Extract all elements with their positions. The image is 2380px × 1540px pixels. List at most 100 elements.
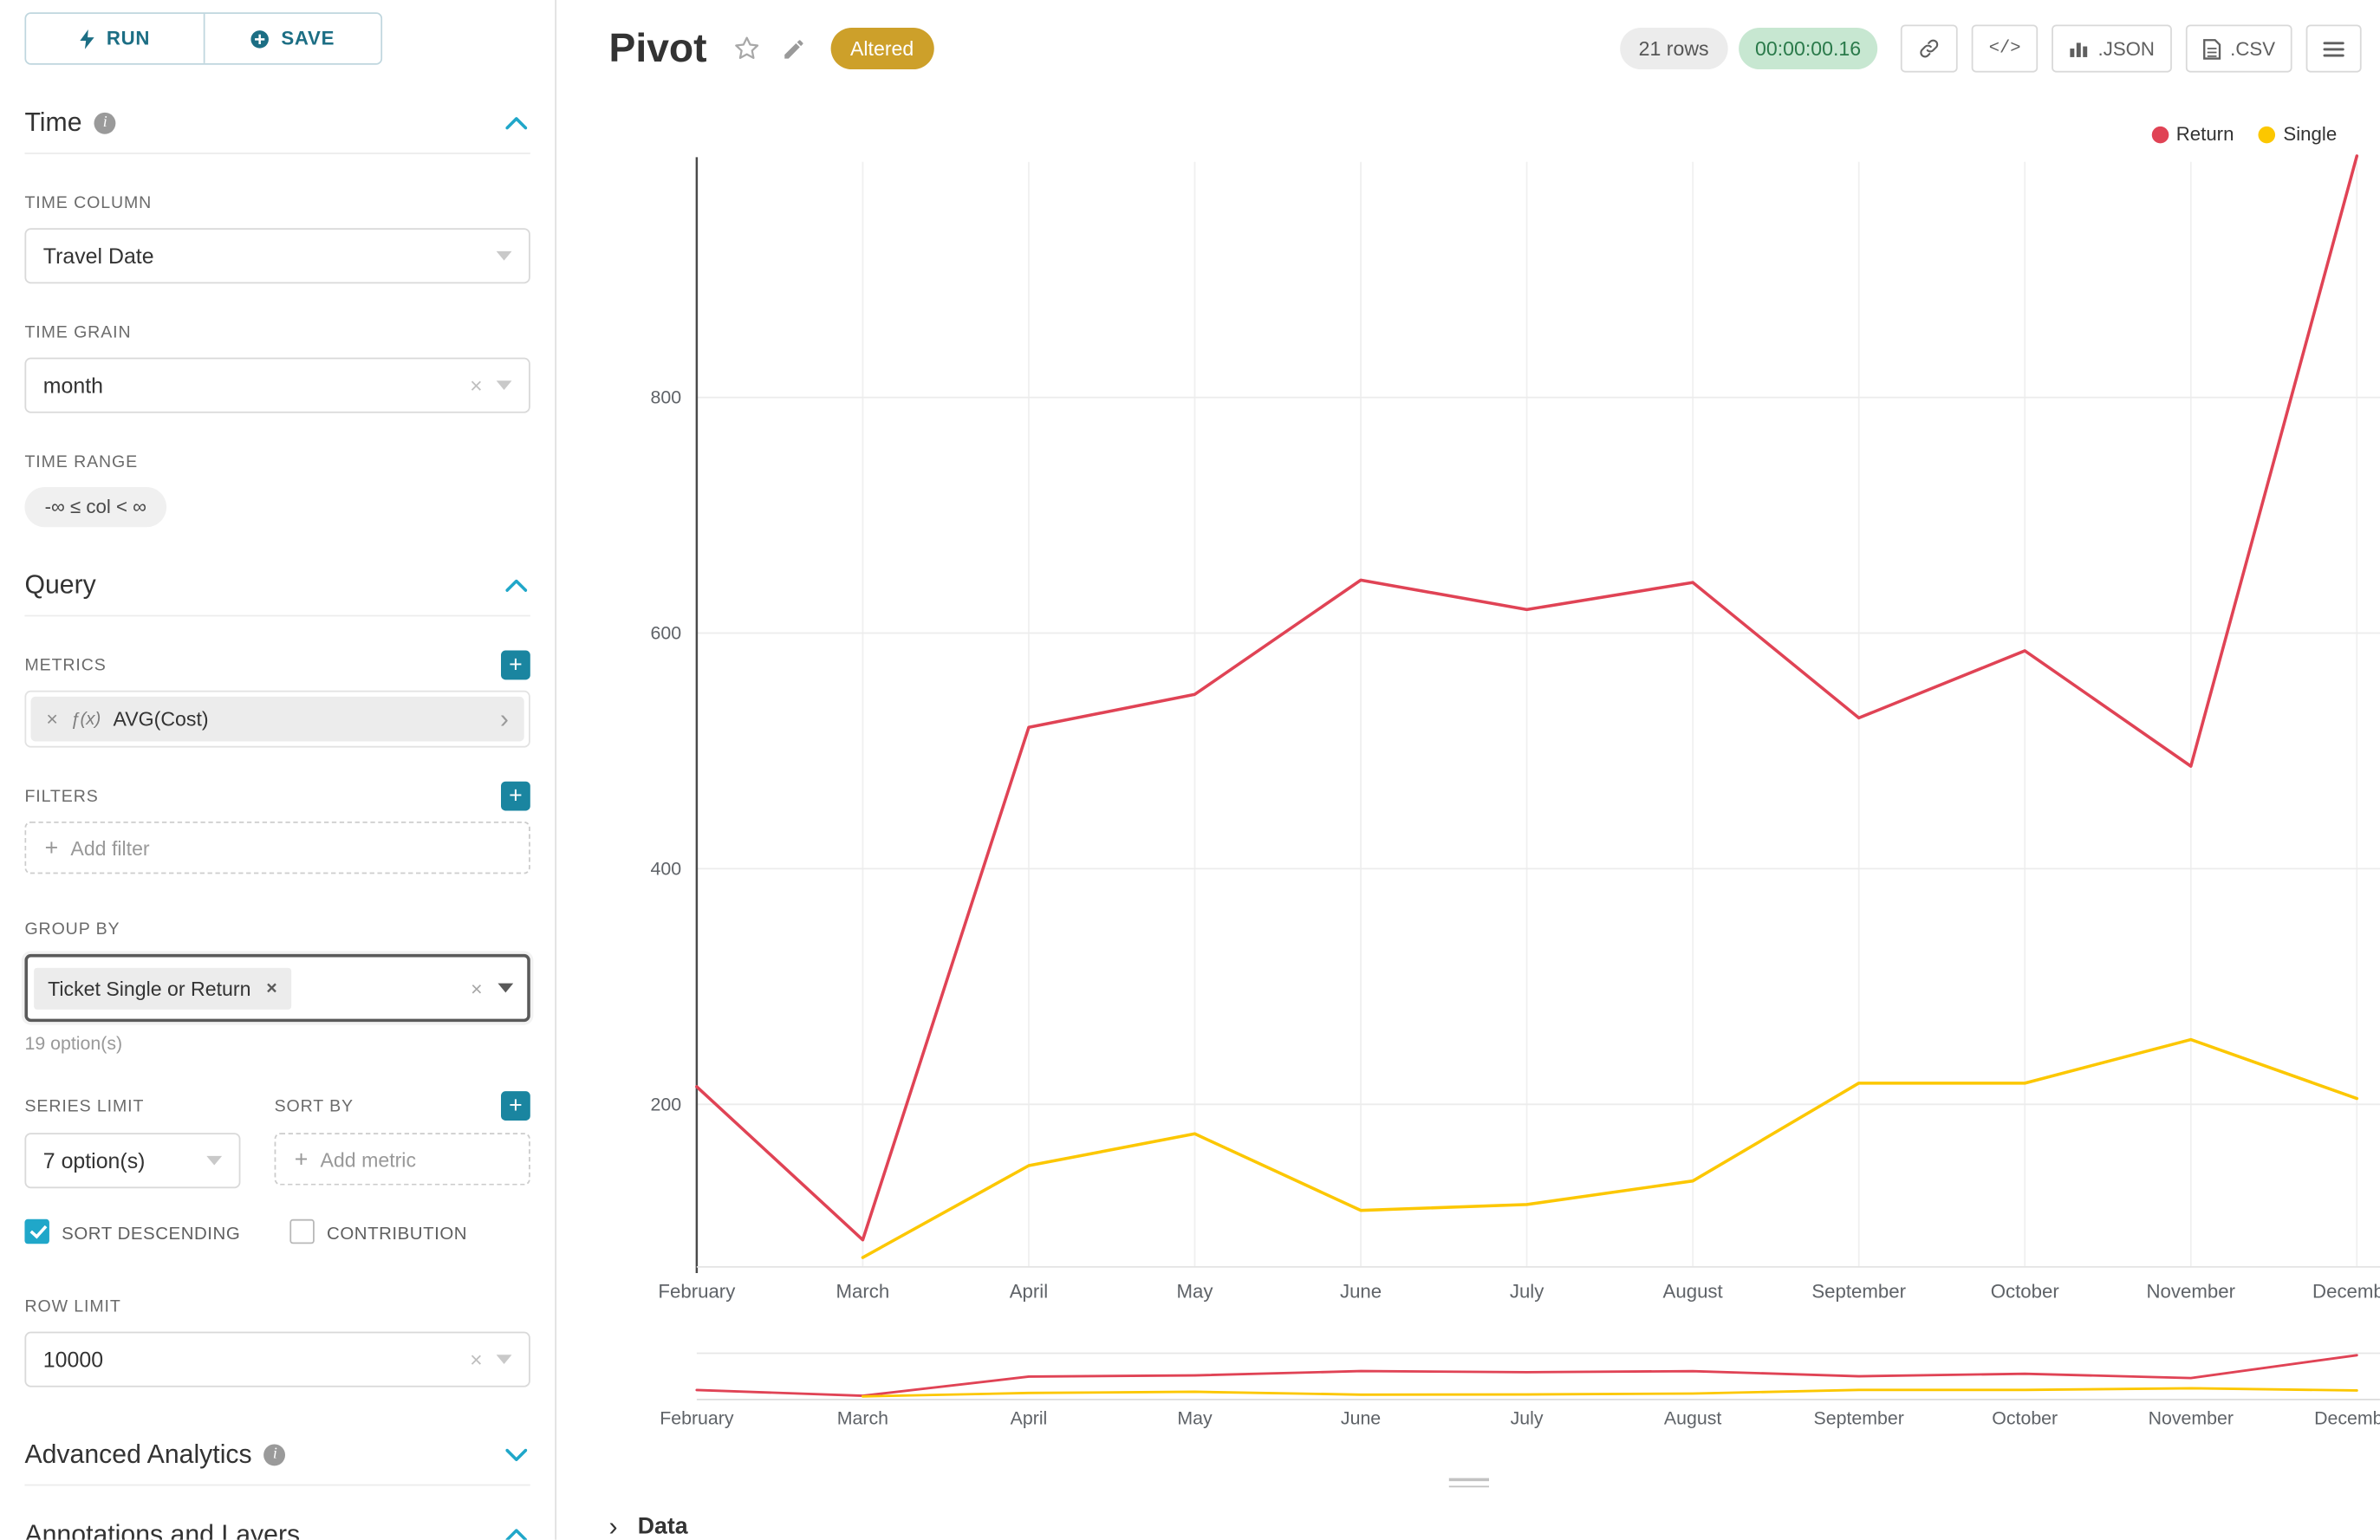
annotations-header: Annotations and Layers bbox=[24, 1520, 530, 1540]
sort-by-placeholder: Add metric bbox=[320, 1147, 417, 1171]
info-icon[interactable] bbox=[263, 1445, 286, 1467]
chevron-down-icon bbox=[496, 250, 512, 261]
time-grain-value: month bbox=[42, 373, 104, 398]
button-divider bbox=[202, 14, 205, 63]
series-line-single[interactable] bbox=[861, 1037, 2359, 1259]
grid-lines bbox=[696, 161, 2380, 1267]
export-csv-button[interactable]: .CSV bbox=[2185, 24, 2292, 73]
svg-text:February: February bbox=[658, 1280, 736, 1302]
remove-chip-icon[interactable] bbox=[266, 978, 276, 997]
page-title: Pivot bbox=[608, 24, 707, 71]
data-panel-toggle[interactable]: Data bbox=[609, 1513, 688, 1539]
series-limit-select[interactable]: 7 option(s) bbox=[24, 1133, 241, 1189]
legend-label: Return bbox=[2175, 123, 2234, 146]
chart-menu-button[interactable] bbox=[2305, 24, 2362, 73]
legend-dot bbox=[2151, 125, 2169, 143]
edit-title-button[interactable] bbox=[781, 36, 805, 61]
file-icon bbox=[2202, 38, 2221, 59]
clear-icon[interactable] bbox=[470, 374, 483, 396]
run-button[interactable]: RUN bbox=[26, 14, 203, 63]
control-panel: RUN SAVE Time TIME COLUMN Travel Date TI… bbox=[0, 0, 557, 1540]
legend-label: Single bbox=[2283, 123, 2338, 146]
svg-text:August: August bbox=[1664, 1407, 1721, 1428]
sort-by-dropzone[interactable]: Add metric bbox=[274, 1133, 530, 1186]
svg-text:July: July bbox=[1510, 1280, 1544, 1302]
svg-text:March: March bbox=[837, 1407, 888, 1428]
series-limit-value: 7 option(s) bbox=[42, 1147, 146, 1173]
add-filter-dropzone[interactable]: Add filter bbox=[24, 821, 530, 874]
time-grain-select[interactable]: month bbox=[24, 357, 530, 413]
metric-chip[interactable]: × ƒ(x) AVG(Cost) bbox=[30, 696, 524, 742]
group-by-select[interactable]: Ticket Single or Return bbox=[24, 953, 530, 1023]
row-count-badge: 21 rows bbox=[1620, 28, 1727, 70]
save-label: SAVE bbox=[281, 28, 335, 49]
svg-text:800: 800 bbox=[650, 387, 681, 408]
line-chart-canvas[interactable]: 200 400 600 800 February March April May June Jul… bbox=[558, 154, 2380, 1320]
legend-item-return[interactable]: Return bbox=[2151, 123, 2234, 145]
time-column-select[interactable]: Travel Date bbox=[24, 228, 530, 284]
svg-text:April: April bbox=[1010, 1280, 1048, 1302]
clear-icon[interactable] bbox=[470, 1349, 483, 1371]
series-line-return[interactable] bbox=[695, 1354, 2358, 1397]
row-limit-select[interactable]: 10000 bbox=[24, 1332, 530, 1388]
group-by-chip[interactable]: Ticket Single or Return bbox=[34, 967, 291, 1010]
clear-all-icon[interactable] bbox=[471, 978, 483, 997]
view-query-button[interactable]: </> bbox=[1972, 24, 2039, 73]
advanced-analytics-title: Advanced Analytics bbox=[24, 1439, 252, 1470]
x-axis-labels: February March April May June July August Septe… bbox=[658, 1280, 2380, 1302]
annotations-title: Annotations and Layers bbox=[24, 1520, 301, 1540]
advanced-analytics-header: Advanced Analytics bbox=[24, 1439, 530, 1487]
svg-text:September: September bbox=[1814, 1407, 1904, 1428]
svg-text:May: May bbox=[1177, 1280, 1214, 1302]
svg-text:May: May bbox=[1177, 1407, 1213, 1428]
function-icon: ƒ(x) bbox=[70, 709, 101, 729]
data-panel-label: Data bbox=[637, 1513, 688, 1540]
contribution-checkbox[interactable] bbox=[289, 1218, 315, 1244]
series-line-return[interactable] bbox=[695, 154, 2359, 1242]
collapse-query-button[interactable] bbox=[503, 576, 530, 595]
metric-name: AVG(Cost) bbox=[113, 707, 209, 731]
time-section-header: Time bbox=[24, 107, 530, 154]
series-line-single[interactable] bbox=[861, 1387, 2358, 1398]
save-button[interactable]: SAVE bbox=[204, 14, 381, 63]
chevron-up-icon bbox=[505, 579, 528, 592]
svg-text:October: October bbox=[1991, 1280, 2060, 1302]
legend-item-single[interactable]: Single bbox=[2258, 123, 2338, 146]
favorite-star-button[interactable] bbox=[732, 34, 761, 63]
add-metric-button[interactable] bbox=[501, 650, 530, 680]
add-sort-metric-button[interactable] bbox=[501, 1091, 530, 1121]
svg-text:February: February bbox=[660, 1407, 734, 1428]
add-filter-button[interactable] bbox=[501, 781, 530, 811]
group-by-chip-label: Ticket Single or Return bbox=[48, 976, 251, 1000]
time-column-label: TIME COLUMN bbox=[24, 194, 153, 213]
info-icon[interactable] bbox=[94, 112, 116, 134]
svg-text:November: November bbox=[2149, 1407, 2234, 1428]
chevron-right-icon[interactable] bbox=[500, 706, 509, 732]
sort-descending-checkbox[interactable] bbox=[24, 1218, 49, 1244]
series-limit-label: SERIES LIMIT bbox=[24, 1096, 145, 1115]
svg-text:July: July bbox=[1511, 1407, 1544, 1428]
chart-legend: Return Single bbox=[2151, 123, 2337, 145]
plus-icon bbox=[295, 1147, 309, 1171]
chart-panel: Pivot Altered 21 rows 00:00:00.16 </> bbox=[557, 0, 2380, 1540]
hamburger-menu-icon bbox=[2323, 41, 2344, 56]
minimap-brush[interactable]: February March April May June July August Septe… bbox=[558, 1329, 2380, 1439]
copy-link-button[interactable] bbox=[1901, 24, 1959, 73]
contribution-control[interactable]: CONTRIBUTION bbox=[289, 1218, 467, 1249]
remove-metric-icon[interactable]: × bbox=[46, 707, 58, 731]
time-range-pill[interactable]: -∞ ≤ col < ∞ bbox=[24, 487, 167, 528]
collapse-annotations-button[interactable] bbox=[503, 1526, 530, 1540]
x-axis-labels: February March April May June July August Septe… bbox=[660, 1407, 2380, 1428]
expand-advanced-button[interactable] bbox=[503, 1446, 530, 1465]
resize-handle[interactable] bbox=[1440, 1469, 1499, 1497]
export-json-button[interactable]: .JSON bbox=[2052, 24, 2172, 73]
sort-descending-control[interactable]: SORT DESCENDING bbox=[24, 1218, 256, 1249]
chevron-down-icon bbox=[505, 1449, 528, 1462]
collapse-time-button[interactable] bbox=[503, 114, 530, 133]
pencil-icon bbox=[784, 39, 803, 58]
plus-icon bbox=[45, 836, 59, 860]
altered-badge[interactable]: Altered bbox=[829, 28, 934, 70]
svg-text:200: 200 bbox=[650, 1094, 681, 1114]
link-icon bbox=[1920, 39, 1939, 58]
run-label: RUN bbox=[106, 28, 151, 49]
